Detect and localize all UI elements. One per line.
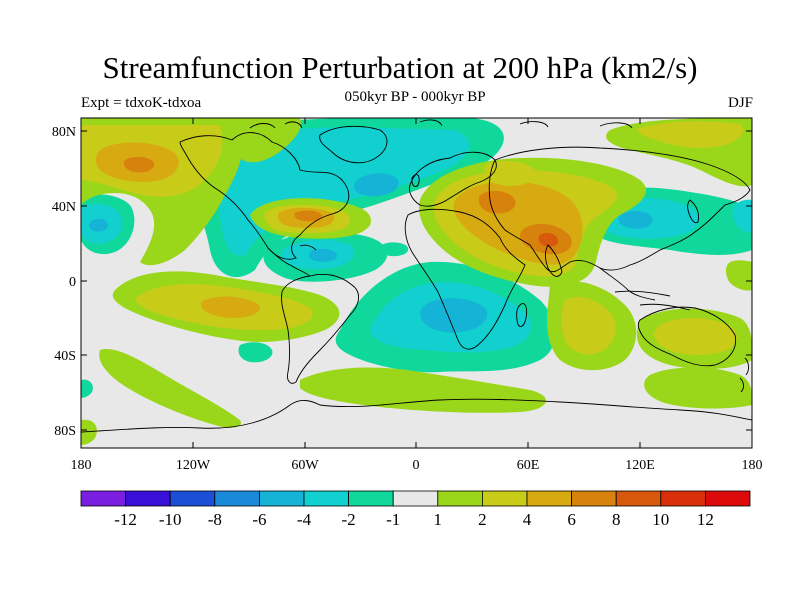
positive-anomaly-south-pacific-center [200,296,260,318]
contour-fill [81,118,752,445]
x-tick-label: 180 [71,458,92,473]
positive-anomaly-south-antarctic-fringe [81,419,97,445]
negative-anomaly-west-pacific-center [618,211,653,229]
streamfunction-map: 180 120W 60W 0 60E 120E 180 80N 40N 0 40… [52,117,763,473]
negative-anomaly-south-pacific [238,342,273,363]
positive-anomaly-aleutian-center [124,156,155,173]
y-tick-label: 40S [54,349,76,364]
colorbar-box [348,490,394,507]
colorbar-label: 10 [652,510,669,529]
coast-asia [488,146,751,273]
coast-madagascar [516,303,528,327]
coast-central-america [267,247,311,277]
colorbar-box [169,490,216,507]
negative-anomaly-tropical-atlantic-center [308,248,338,262]
coast-caribbean [299,244,317,251]
colorbar-label: 4 [523,510,532,529]
positive-anomaly-arctic-east-core [637,121,744,148]
colorbar-label: -4 [297,510,312,529]
colorbar-label: -10 [159,510,182,529]
coast-europe [409,151,497,207]
x-ticks [80,118,753,448]
positive-anomaly-south-indian-ocean [644,367,752,409]
coast-india [544,244,563,277]
season-label: DJF [727,95,753,111]
coast-africa [404,208,526,350]
x-tick-labels: 180 120W 60W 0 60E 120E 180 [71,458,763,473]
negative-anomaly-east-asia-edge [732,199,752,233]
colorbar-box [214,490,260,507]
colorbar-box [571,490,617,507]
map-title: Streamfunction Perturbation at 200 hPa (… [102,50,698,85]
colorbar-box [303,490,349,507]
colorbar-label: 2 [478,510,487,529]
colorbar-box [526,490,572,507]
colorbar-box [660,490,706,507]
x-tick-label: 60E [517,458,540,473]
y-tick-labels: 80N 40N 0 40S 80S [52,125,76,439]
x-tick-label: 0 [413,458,420,473]
negative-anomaly-greenland-center [354,173,399,197]
map-subtitle: 050kyr BP - 000kyr BP [344,89,486,105]
coast-southeast-asia [599,267,656,301]
positive-anomaly-southern-indian-core [561,296,616,355]
coast-uk [411,174,420,187]
negative-anomaly-south-atlantic-center [420,298,488,333]
x-tick-label: 120E [625,458,655,473]
positive-anomaly-south-america-south [99,349,241,428]
colorbar-box [125,490,171,507]
positive-anomaly-greenland-arc [225,118,301,163]
coast-south-america [281,273,359,384]
x-tick-label: 180 [742,458,763,473]
positive-anomaly-north-america-center [294,210,323,222]
coast-arctic-islands [249,119,633,129]
negative-anomaly-caribbean-small [378,242,409,257]
positive-anomaly-tibet-center [538,232,559,247]
colorbar-label: -6 [252,510,266,529]
colorbar-label: 6 [567,510,576,529]
coast-indonesia [614,290,691,311]
colorbar-label: 8 [612,510,621,529]
colorbar-box [258,490,305,507]
colorbar-label: 1 [434,510,443,529]
x-tick-label: 120W [176,458,211,473]
coast-australia [637,306,737,367]
x-tick-label: 60W [291,458,319,473]
y-ticks [81,130,752,431]
colorbar-labels: -12 -10 -8 -6 -4 -2 -1 1 2 4 6 8 10 12 [114,510,714,529]
colorbar-label: -2 [342,510,356,529]
experiment-label: Expt = tdxoK-tdxoa [81,95,202,111]
colorbar-label: -8 [208,510,222,529]
y-tick-label: 40N [52,200,76,215]
colorbar-box [481,490,528,507]
y-tick-label: 80N [52,125,76,140]
y-tick-label: 80S [54,424,76,439]
colorbar-box [615,490,662,507]
negative-anomaly-north-atlantic-core [211,127,470,256]
colorbar-label: -1 [386,510,400,529]
positive-anomaly-southern-atlantic-band [300,367,547,413]
positive-anomaly-australia-core [654,317,737,356]
coastlines [81,119,752,433]
colorbar-box [437,490,483,507]
colorbar-box [705,490,751,507]
colorbar-label: 12 [697,510,714,529]
colorbar-boxes [80,490,751,507]
positive-anomaly-east-pacific-small [725,260,752,291]
colorbar-label: -12 [114,510,137,529]
coast-japan [687,199,699,224]
negative-anomaly-antarctic-pacific [81,379,93,398]
coast-greenland [319,125,388,164]
colorbar-box [80,490,126,507]
coast-new-zealand [739,357,749,393]
coast-antarctica [81,398,752,433]
positive-anomaly-atlantic-north [484,160,537,186]
positive-anomaly-middle-east [478,190,516,214]
coast-north-america [179,132,350,260]
y-tick-label: 0 [69,275,76,290]
negative-anomaly-pacific-center [89,218,109,232]
colorbar-box [392,490,439,507]
